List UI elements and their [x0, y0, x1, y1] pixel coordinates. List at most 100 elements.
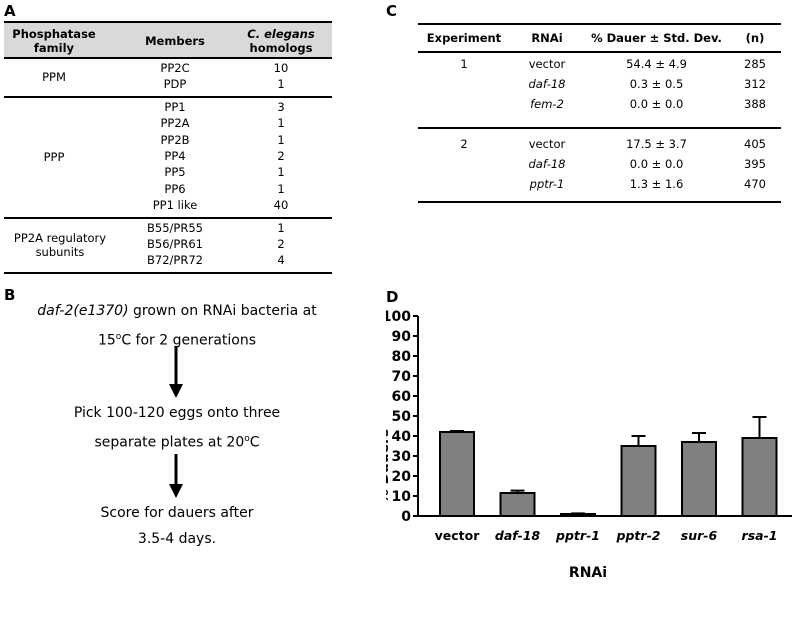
member-name: PP1 like [152, 198, 198, 213]
y-tick-label: 40 [392, 429, 412, 445]
table-rule [4, 95, 332, 98]
panel-a-letter: A [4, 2, 16, 20]
phosphatase-table: Phosphatase family Members C. elegans hom… [4, 21, 332, 274]
family-group: PPM PP2C 10 PDP 1 [4, 59, 332, 96]
family-name: PPP [43, 150, 65, 165]
header-dauer: % Dauer ± Std. Dev. [591, 31, 722, 45]
table-rule [418, 201, 781, 203]
homolog-count: 1 [277, 116, 285, 131]
sample-size: 395 [744, 157, 766, 171]
table-rule [4, 216, 332, 219]
y-tick-label: 10 [392, 489, 412, 505]
family-group: PP2A regulatory subunits B55/PR55 1 B56/PR6… [4, 219, 332, 272]
y-tick-label: 80 [392, 349, 412, 365]
table-rule [418, 127, 781, 129]
sample-size: 388 [744, 97, 766, 111]
y-axis-label: % Dauers [386, 429, 392, 504]
homolog-count: 1 [277, 165, 285, 180]
y-tick-label: 0 [401, 509, 411, 525]
flow-arrows [169, 346, 183, 498]
x-axis-label: RNAi [569, 565, 607, 581]
flow-step-3: Score for dauers after 3.5-4 days. [100, 505, 254, 547]
category-label: rsa-1 [742, 528, 778, 543]
member-name: PP2A [160, 116, 190, 131]
sample-size: 405 [744, 137, 766, 151]
y-tick-label: 90 [392, 329, 412, 345]
homolog-count: 1 [277, 132, 285, 147]
dauer-percent: 0.0 ± 0.0 [629, 157, 684, 171]
member-name: PP5 [164, 165, 186, 180]
panel-b-letter: B [4, 286, 16, 304]
header-experiment: Experiment [426, 31, 502, 45]
rnai-name: vector [528, 57, 566, 71]
homolog-count: 2 [277, 148, 285, 163]
family-group: PPP PP1 3 PP2A 1 PP2B 1 PP4 2 PP5 1 PP6 1 PP1 like 40 [4, 98, 332, 217]
table-c-header: Experiment RNAi % Dauer ± Std. Dev. (n) [418, 25, 781, 51]
dauer-percent: 1.3 ± 1.6 [629, 177, 684, 191]
member-name: PDP [163, 77, 187, 92]
category-label: daf-18 [495, 528, 540, 543]
panel-d-letter: D [386, 288, 399, 306]
category-label: sur-6 [681, 528, 718, 543]
homolog-count: 1 [277, 181, 285, 196]
bar [741, 437, 778, 517]
member-name: PP6 [164, 181, 186, 196]
y-tick-label: 60 [392, 389, 412, 405]
homolog-count: 3 [277, 99, 285, 114]
category-label: vector [435, 528, 481, 543]
rnai-name: fem-2 [530, 97, 564, 111]
homolog-count: 40 [273, 198, 289, 213]
experiment-id: 1 [460, 57, 468, 71]
arrow-down-icon [169, 346, 183, 398]
category-label: pptr-1 [555, 528, 600, 543]
arrow-down-icon [169, 454, 183, 498]
homolog-count: 1 [277, 77, 285, 92]
member-name: B55/PR55 [147, 220, 203, 235]
header-members: Members [145, 34, 205, 48]
y-tick-label: 100 [386, 309, 411, 325]
rnai-name: daf-18 [528, 157, 566, 171]
header-family: Phosphatase family [12, 27, 96, 55]
bar [620, 445, 657, 517]
bar [681, 441, 717, 517]
bar [439, 431, 475, 517]
member-name: B56/PR61 [147, 236, 203, 251]
sample-size: 470 [744, 177, 766, 191]
header-n: (n) [745, 31, 765, 45]
y-tick-label: 70 [392, 369, 412, 385]
homolog-count: 10 [273, 61, 289, 75]
dauer-percent: 54.4 ± 4.9 [626, 57, 687, 71]
member-name: PP4 [164, 148, 186, 163]
member-name: B72/PR72 [147, 253, 203, 268]
header-rnai: RNAi [531, 31, 563, 45]
rnai-name: daf-18 [528, 77, 566, 91]
member-name: PP2B [160, 132, 190, 147]
header-homologs: C. elegans homologs [247, 27, 315, 55]
experiment-group: 2 vector 17.5 ± 3.7 405 daf-18 0.0 ± 0.0 395 pp… [418, 133, 781, 201]
experiment-id: 2 [460, 137, 468, 151]
category-label: pptr-2 [616, 528, 661, 543]
y-tick-label: 30 [392, 449, 412, 465]
dauer-percent: 0.3 ± 0.5 [629, 77, 684, 91]
member-name: PP1 [164, 99, 186, 114]
y-tick-label: 20 [392, 469, 412, 485]
sample-size: 312 [744, 77, 766, 91]
family-name: PPM [42, 70, 66, 85]
rnai-name: pptr-1 [529, 177, 565, 191]
dauer-percent: 0.0 ± 0.0 [629, 97, 684, 111]
flow-step-2: Pick 100-120 eggs onto three separate pl… [73, 405, 281, 451]
dauer-bar-chart: 0 10 20 30 40 50 60 70 80 90 100 % Dauers vector daf-… [386, 309, 792, 581]
homolog-count: 2 [277, 236, 285, 251]
homolog-count: 1 [277, 220, 285, 235]
dauer-percent: 17.5 ± 3.7 [626, 137, 687, 151]
member-name: PP2C [160, 61, 190, 75]
experiment-group: 1 vector 54.4 ± 4.9 285 daf-18 0.3 ± 0.5 312 fe… [418, 53, 781, 121]
rnai-table: Experiment RNAi % Dauer ± Std. Dev. (n) … [418, 23, 781, 203]
sample-size: 285 [744, 57, 766, 71]
table-a-header: Phosphatase family Members C. elegans hom… [4, 23, 332, 57]
y-tick-label: 50 [392, 409, 412, 425]
table-rule [4, 271, 332, 274]
bar [499, 492, 536, 517]
homolog-count: 4 [277, 253, 285, 268]
panel-c-letter: C [386, 2, 398, 20]
